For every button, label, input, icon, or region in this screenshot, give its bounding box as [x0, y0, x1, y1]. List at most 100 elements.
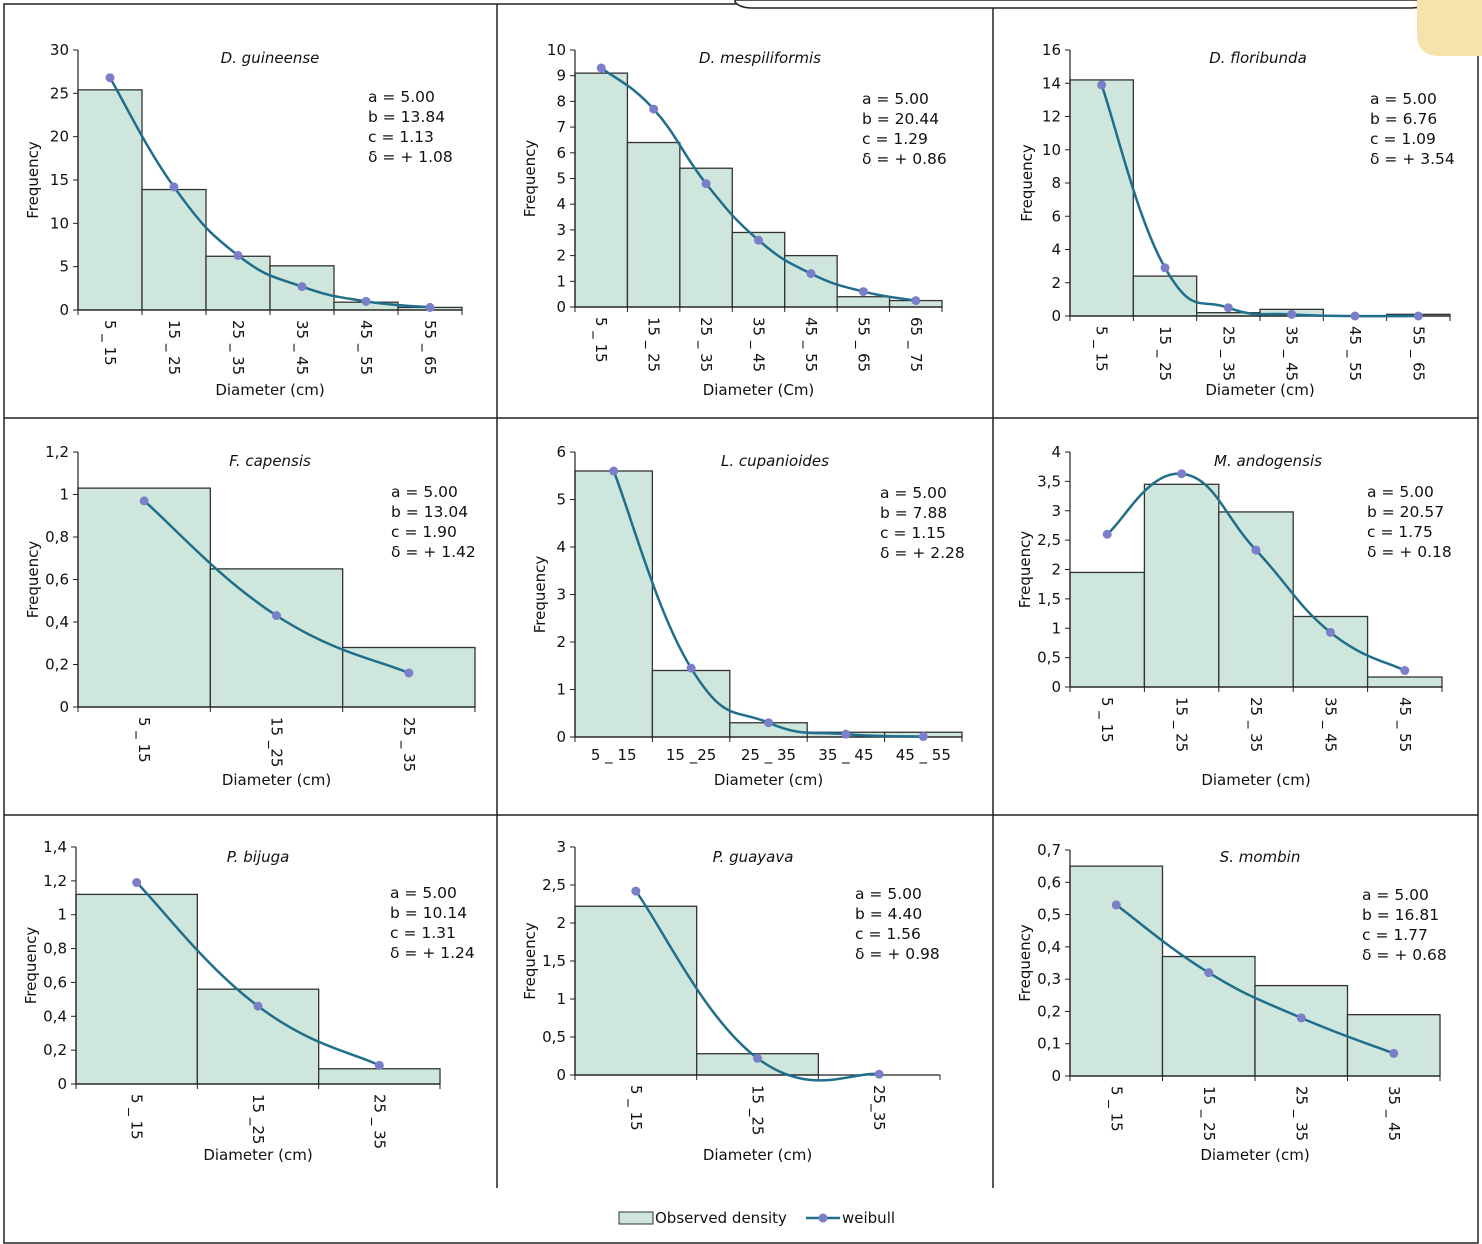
y-tick-label: 4 [556, 195, 566, 213]
bar-observed [651, 669, 731, 738]
chart-title: P. bijuga [227, 848, 290, 866]
param-annotation: a = 5.00 [1362, 886, 1429, 904]
param-annotation: c = 1.77 [1362, 926, 1428, 944]
y-tick-label: 0 [59, 301, 69, 319]
x-axis-label: Diameter (cm) [203, 1146, 312, 1164]
weibull-point [374, 1060, 384, 1070]
y-tick-label: 0 [1051, 1067, 1061, 1085]
weibull-curve [634, 890, 880, 1082]
bar-observed [679, 167, 733, 308]
x-axis-label: Diameter (cm) [1200, 1146, 1309, 1164]
y-tick-label: 0,2 [1037, 1002, 1061, 1020]
weibull-point [1325, 627, 1335, 637]
weibull-point [1400, 666, 1410, 676]
y-tick-label: 0 [556, 298, 566, 316]
y-tick-label: 4 [556, 538, 566, 556]
y-axis-label: Frequency [1016, 924, 1034, 1002]
weibull-point [1413, 311, 1423, 321]
param-annotation: c = 1.13 [368, 128, 434, 146]
x-tick-label: 45 _ 55 [896, 746, 951, 765]
weibull-point [233, 250, 243, 260]
y-tick-label: 2 [1051, 561, 1061, 579]
param-annotation: a = 5.00 [1370, 90, 1437, 108]
y-tick-label: 0 [1051, 678, 1061, 696]
param-annotation: b = 13.84 [368, 108, 445, 126]
chart-title: L. cupanioides [721, 452, 829, 470]
weibull-point [596, 63, 606, 73]
legend-observed-swatch [618, 1211, 654, 1225]
param-annotation: δ = + 0.86 [862, 150, 947, 168]
y-tick-label: 2 [1051, 274, 1061, 292]
weibull-point [764, 718, 773, 728]
y-tick-label: 0,4 [45, 613, 69, 631]
weibull-point [1111, 900, 1121, 910]
x-tick-label: 5 _ 15 [1106, 1086, 1125, 1132]
weibull-point [858, 287, 868, 297]
x-tick-label: 15 _ 25 [1155, 326, 1174, 381]
weibull-point [918, 732, 928, 742]
param-annotation: δ = + 0.68 [1362, 946, 1447, 964]
weibull-point [1287, 309, 1297, 319]
x-tick-label: 25 _ 35 [1291, 1086, 1310, 1141]
param-annotation: c = 1.29 [862, 130, 928, 148]
y-tick-label: 8 [1051, 174, 1061, 192]
y-tick-label: 15 [50, 171, 69, 189]
y-tick-label: 25 [50, 84, 69, 102]
y-axis-label: Frequency [24, 141, 42, 219]
y-tick-label: 0,4 [43, 1007, 67, 1025]
y-tick-label: 8 [556, 92, 566, 110]
y-axis-label: Frequency [22, 927, 40, 1005]
y-tick-label: 9 [556, 67, 566, 85]
param-annotation: b = 20.44 [862, 110, 939, 128]
param-annotation: δ = + 1.24 [390, 944, 475, 962]
weibull-point [754, 235, 763, 245]
chart-title: D. floribunda [1209, 49, 1307, 67]
chart-title: D. mespiliformis [699, 49, 821, 67]
weibull-point [631, 886, 641, 896]
y-axis-label: Frequency [521, 922, 539, 1000]
weibull-point [841, 729, 851, 739]
x-tick-label: 15 _ 25 [1199, 1086, 1218, 1141]
bar-observed [141, 188, 207, 311]
weibull-point [911, 296, 921, 306]
corner-tab-decoration [1417, 0, 1482, 56]
x-axis-label: Diameter (cm) [1205, 381, 1314, 399]
x-tick-label: 35 _ 45 [818, 746, 873, 765]
weibull-point [1350, 311, 1360, 321]
y-tick-label: 7 [556, 118, 566, 136]
x-tick-label: 5 _ 15 [1097, 697, 1116, 743]
weibull-curve [1115, 903, 1395, 1055]
param-annotation: δ = + 1.42 [391, 543, 476, 561]
bar-observed [836, 296, 891, 308]
weibull-point [1204, 968, 1214, 978]
x-tick-label: 25 _ 35 [228, 320, 247, 375]
chart-panel: 0 5 10 15 20 25 30 5 _ 15 15 _ 25 25 _ 35 35 _ 45 4… [24, 41, 463, 399]
chart-panel: 0 0,2 0,4 0,6 0,8 1 1,2 1,4 5 _ 15 15 _25 25 _ 35 P… [22, 838, 475, 1164]
y-axis-label: Frequency [1016, 531, 1034, 609]
y-tick-label: 12 [1042, 108, 1061, 126]
x-tick-label: 45 _ 55 [1345, 326, 1364, 381]
param-annotation: a = 5.00 [862, 90, 929, 108]
y-tick-label: 6 [556, 144, 566, 162]
chart-panel: 0 0,1 0,2 0,3 0,4 0,5 0,6 0,7 5 _ 15 15 _ 25 25 _ … [1016, 841, 1447, 1164]
weibull-point [105, 73, 115, 83]
y-tick-label: 0,2 [43, 1041, 67, 1059]
param-annotation: b = 7.88 [880, 504, 947, 522]
x-tick-label: 55 _ 65 [853, 317, 872, 372]
x-tick-label: 15 _25 [248, 1094, 267, 1144]
y-tick-label: 14 [1042, 74, 1061, 92]
bar-observed [626, 141, 681, 308]
y-tick-label: 30 [50, 41, 69, 59]
chart-panel: 0 0,5 1 1,5 2 2,5 3 5 _ 15 15 _25 25_35 P. guayava… [521, 838, 941, 1164]
bar-observed [1069, 865, 1164, 1077]
bar-observed [209, 568, 344, 708]
param-annotation: a = 5.00 [368, 88, 435, 106]
x-tick-label: 35 _ 45 [292, 320, 311, 375]
weibull-point [649, 104, 659, 114]
bar-observed [1069, 79, 1134, 317]
weibull-point [1296, 1013, 1306, 1023]
bar-observed [1069, 571, 1146, 688]
x-tick-label: 25 _ 35 [369, 1094, 388, 1149]
bar-observed [318, 1068, 441, 1085]
